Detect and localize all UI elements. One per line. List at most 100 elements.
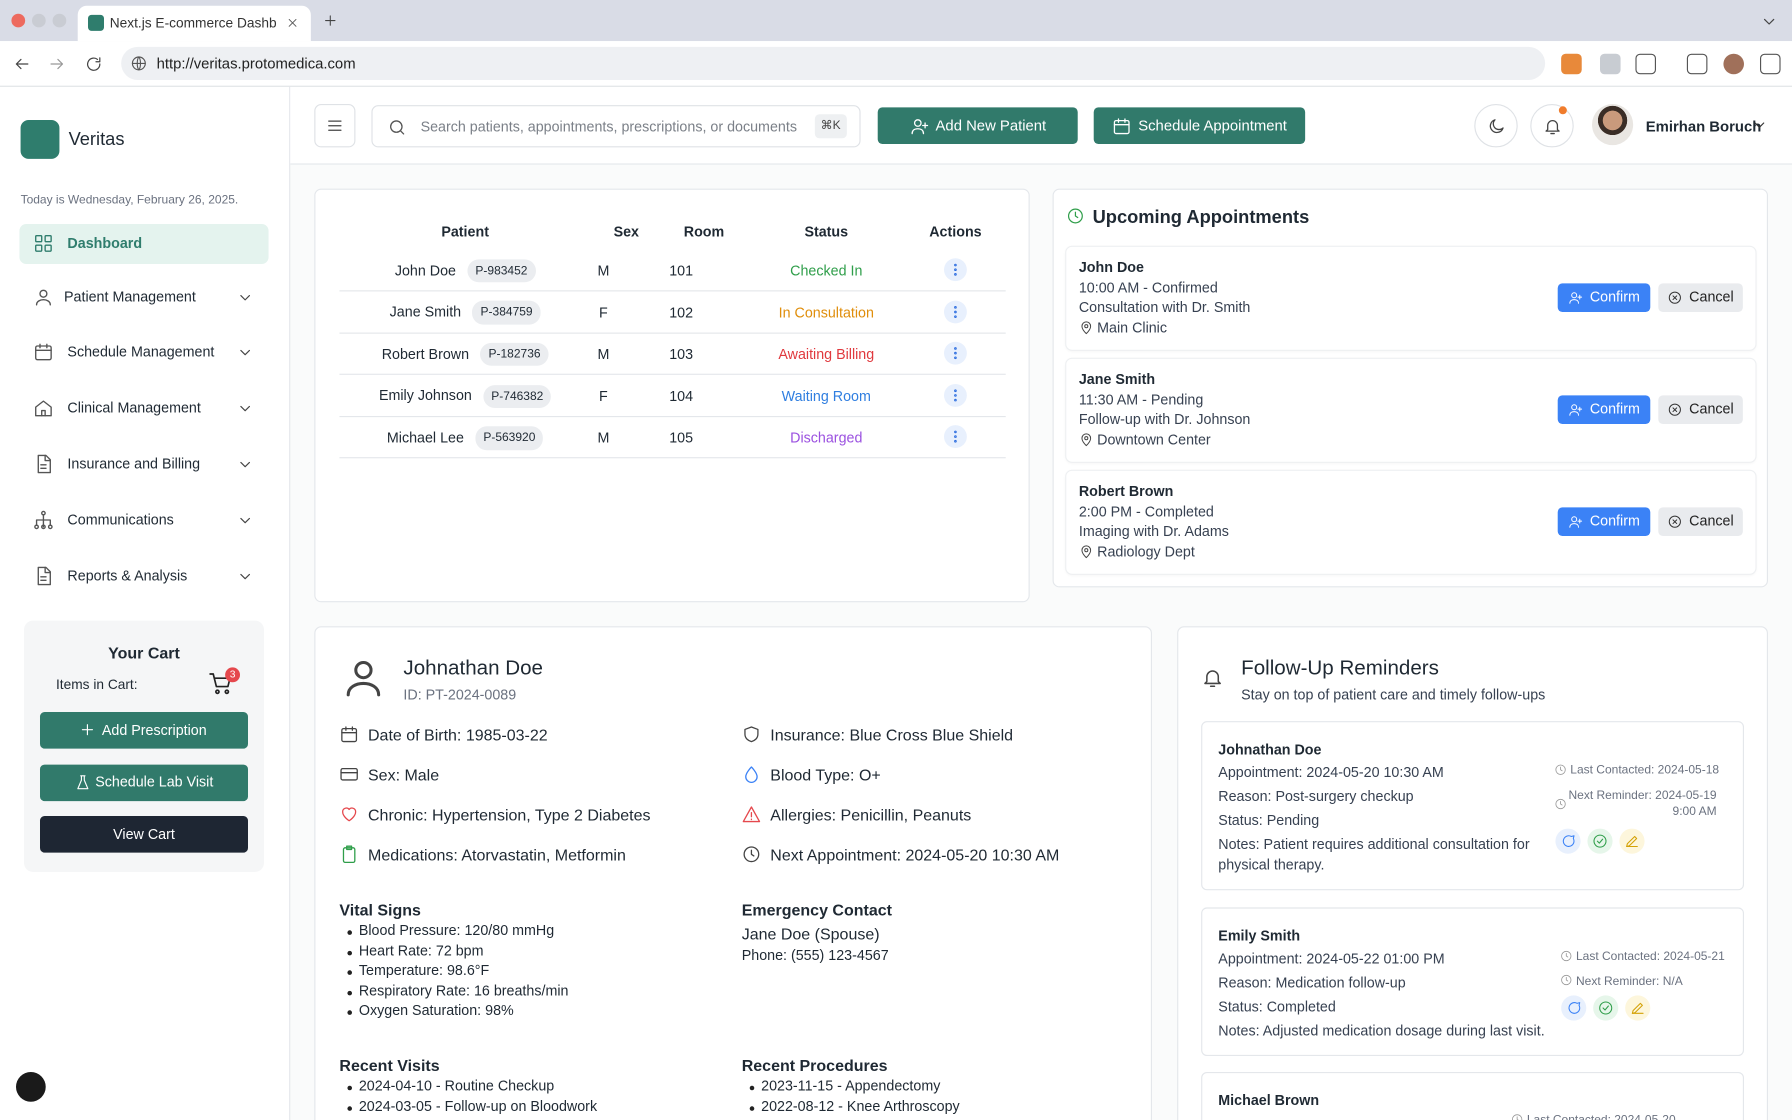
avatar[interactable]	[1591, 103, 1634, 146]
reminder-action[interactable]	[1561, 995, 1587, 1021]
actions-button[interactable]	[943, 425, 967, 449]
theme-toggle[interactable]	[1474, 103, 1518, 148]
cart-button[interactable]: Add Prescription	[39, 711, 248, 749]
nav-label[interactable]: Schedule Management	[67, 343, 215, 360]
patients-table-card: Patient Sex Room Status Actions John Doe P-983…	[314, 188, 1030, 603]
reminder-line: Status: Completed	[1218, 998, 1336, 1015]
cart-button[interactable]: View Cart	[39, 815, 248, 853]
button-label[interactable]: Add New Patient	[935, 116, 1047, 134]
confirm-button[interactable]: Confirm	[1557, 507, 1651, 536]
kebab-icon	[954, 431, 957, 444]
reminder-action[interactable]	[1625, 995, 1651, 1021]
nav-item[interactable]: Reports & Analysis	[19, 557, 268, 597]
menu-button[interactable]	[314, 103, 356, 148]
reminder-action[interactable]	[1555, 828, 1581, 854]
kebab-icon	[954, 305, 957, 318]
appointment-item: John Doe 10:00 AM - Confirmed Consultation…	[1066, 246, 1756, 350]
bullet	[347, 970, 352, 975]
section-title: Recent Procedures	[741, 1055, 888, 1075]
action-icon	[1562, 835, 1575, 847]
window-control[interactable]	[31, 13, 46, 28]
nav-item[interactable]: Dashboard	[19, 223, 269, 264]
toolbar-button[interactable]	[1686, 53, 1708, 75]
nav-item[interactable]: Clinical Management	[19, 389, 268, 429]
room: 104	[669, 388, 694, 405]
list-item: 2024-04-10 - Routine Checkup	[358, 1077, 555, 1094]
toolbar-button[interactable]	[1723, 53, 1744, 75]
nav-label[interactable]: Insurance and Billing	[67, 455, 201, 472]
confirm-button[interactable]: Confirm	[1557, 395, 1651, 424]
cancel-button[interactable]: Cancel	[1658, 395, 1743, 424]
header-button[interactable]: Schedule Appointment	[1093, 107, 1306, 144]
nav-label[interactable]: Communications	[67, 511, 174, 528]
search-icon	[390, 120, 405, 135]
moon-icon	[1489, 119, 1504, 134]
cart-title: Your Cart	[108, 643, 180, 662]
new-tab	[325, 15, 336, 26]
button-label[interactable]: Cancel	[1689, 401, 1734, 418]
toolbar-button[interactable]	[1759, 53, 1781, 75]
actions-button[interactable]	[943, 383, 967, 407]
appointment-time: 11:30 AM - Pending	[1078, 391, 1204, 408]
patient-cell: Robert Brown P-182736	[339, 341, 590, 368]
notification-dot	[1558, 106, 1567, 115]
button-label[interactable]: View Cart	[113, 825, 175, 842]
button-label[interactable]: Add Prescription	[101, 721, 207, 738]
button-label[interactable]: Cancel	[1689, 513, 1734, 530]
reminders-card: Follow-Up Reminders Stay on top of patien…	[1177, 626, 1768, 1120]
nav-item[interactable]: Patient Management	[19, 278, 268, 318]
nav-label[interactable]: Dashboard	[67, 235, 143, 252]
appointment-name: John Doe	[1078, 259, 1144, 276]
window-control[interactable]	[52, 13, 67, 28]
user-name[interactable]: Emirhan Boruch	[1645, 117, 1762, 135]
toolbar-button[interactable]	[1561, 53, 1582, 75]
nav-label[interactable]: Clinical Management	[67, 399, 201, 416]
reminder-action[interactable]	[1619, 828, 1645, 854]
button-label[interactable]: Cancel	[1689, 289, 1734, 306]
button-label[interactable]: Confirm	[1589, 289, 1640, 306]
button-label[interactable]: Confirm	[1589, 513, 1640, 530]
reminder-action[interactable]	[1593, 995, 1619, 1021]
actions-button[interactable]	[943, 300, 967, 323]
button-label[interactable]: Schedule Appointment	[1138, 116, 1287, 134]
nav-item[interactable]: Communications	[19, 501, 268, 541]
detail: Date of Birth: 1985-03-22	[367, 725, 548, 744]
nav-item[interactable]: Insurance and Billing	[19, 445, 268, 485]
button-label[interactable]: Schedule Lab Visit	[95, 773, 214, 790]
detail-icon	[341, 726, 358, 743]
notifications[interactable]	[1530, 103, 1574, 148]
browser-tab[interactable]: Next.js E-commerce Dashboard	[77, 5, 311, 42]
actions-button[interactable]	[943, 258, 967, 282]
button-label[interactable]: Confirm	[1589, 401, 1640, 418]
nav-label[interactable]: Patient Management	[63, 289, 196, 306]
favicon	[87, 14, 104, 31]
reminder-line: Status: Pending	[1218, 812, 1320, 829]
reminder-action[interactable]	[1587, 828, 1613, 854]
actions-button[interactable]	[943, 341, 967, 365]
last-contacted: Last Contacted: 2024-05-21	[1575, 949, 1725, 964]
cancel-button[interactable]: Cancel	[1658, 507, 1743, 536]
confirm-button[interactable]: Confirm	[1557, 283, 1651, 312]
nav-item[interactable]: Schedule Management	[19, 333, 268, 373]
window-control[interactable]	[11, 13, 26, 28]
header-button[interactable]: Add New Patient	[877, 107, 1078, 144]
appointment-time: 2:00 PM - Completed	[1078, 503, 1214, 520]
patient-id: P-983452	[467, 259, 536, 283]
nav-chevron	[240, 349, 250, 356]
nav-label[interactable]: Reports & Analysis	[67, 567, 188, 584]
reminder-line: Reason: Medication follow-up	[1218, 974, 1406, 991]
toolbar-button[interactable]	[1635, 53, 1656, 75]
toolbar-button[interactable]	[1599, 53, 1621, 75]
bullet	[347, 950, 352, 955]
bullet	[347, 990, 352, 995]
url-bar[interactable]: http://veritas.protomedica.com	[121, 46, 1546, 80]
detail: Insurance: Blue Cross Blue Shield	[770, 725, 1014, 744]
search-box[interactable]: Search patients, appointments, prescript…	[371, 105, 861, 148]
cart-button[interactable]: Schedule Lab Visit	[39, 763, 248, 801]
next-dev-indicator[interactable]	[15, 1071, 46, 1102]
detail: Allergies: Penicillin, Peanuts	[770, 805, 972, 824]
sex: M	[597, 262, 610, 279]
search-placeholder[interactable]: Search patients, appointments, prescript…	[420, 118, 797, 135]
cancel-button[interactable]: Cancel	[1658, 283, 1743, 312]
address-row: http://veritas.protomedica.com	[0, 41, 1792, 87]
